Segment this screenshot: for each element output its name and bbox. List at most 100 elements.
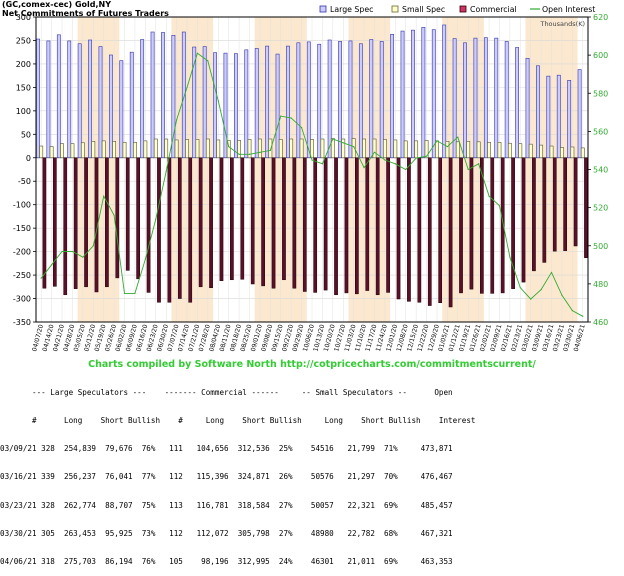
small-spec-bar [351, 138, 356, 159]
large-spec-bar [109, 54, 113, 159]
large-spec-bar [88, 39, 92, 159]
open-interest-point [478, 163, 480, 165]
small-spec-bar [539, 144, 544, 159]
commercial-bar [136, 157, 140, 280]
open-interest-point [259, 151, 261, 153]
large-spec-bar [369, 39, 374, 159]
open-interest-point [582, 315, 584, 317]
open-interest-point [238, 153, 240, 155]
commercial-bar [417, 157, 422, 303]
open-interest-point [269, 149, 271, 152]
open-interest-point [498, 205, 501, 207]
commercial-bar [240, 157, 245, 280]
small-spec-bar [549, 145, 554, 159]
commercial-bar [396, 157, 401, 300]
small-spec-bar [247, 139, 252, 159]
open-interest-point [394, 163, 396, 165]
commercial-bar [261, 157, 265, 287]
open-interest-point [311, 159, 313, 161]
large-spec-bar [317, 43, 322, 159]
open-interest-point [436, 140, 438, 142]
legend: Large Spec Small Spec Commercial Open Inter… [319, 5, 595, 14]
commercial-bar [542, 157, 547, 263]
commercial-bar [532, 157, 536, 272]
month-band [442, 17, 484, 322]
small-spec-bar [133, 141, 137, 159]
large-spec-bar [36, 38, 40, 159]
commercial-bar [573, 157, 578, 247]
large-spec-bar [577, 69, 582, 159]
month-band [171, 17, 214, 322]
large-spec-bar [306, 41, 311, 159]
cot-chart: 300250200150100500-50-100-150-200-250-30… [12, 5, 609, 353]
large-spec-bar [244, 49, 249, 159]
left-tick-label: -250 [13, 271, 31, 280]
open-interest-point [405, 168, 407, 171]
open-interest-point [342, 142, 344, 144]
large-spec-bar [129, 51, 134, 159]
right-tick-label: 620 [593, 13, 608, 22]
commercial-bar [250, 157, 255, 285]
open-interest-point [51, 264, 53, 266]
small-spec-bar [226, 140, 231, 159]
open-interest-point [446, 146, 448, 148]
commercial-bar [63, 157, 68, 296]
open-interest-point [155, 218, 157, 220]
open-interest-point [228, 146, 230, 148]
large-spec-bar [233, 53, 238, 159]
small-spec-bar [185, 139, 189, 159]
open-interest-point [176, 119, 178, 121]
small-spec-bar [268, 138, 273, 159]
commercial-bar [105, 157, 109, 288]
large-spec-bar [46, 40, 51, 159]
small-spec-bar [507, 142, 512, 159]
commercial-bar [490, 157, 495, 294]
large-spec-bar [473, 37, 478, 159]
legend-swatch [391, 5, 399, 13]
commercial-bar [500, 157, 505, 294]
small-spec-bar [528, 143, 533, 159]
open-interest-point [280, 115, 282, 117]
month-band [348, 17, 391, 322]
open-interest-point [92, 245, 94, 247]
large-spec-bar [56, 34, 61, 159]
open-interest-point [290, 117, 292, 119]
open-interest-point [165, 170, 167, 173]
open-interest-point [196, 52, 199, 54]
commercial-bar [198, 157, 203, 288]
small-spec-bar [310, 139, 314, 159]
large-spec-bar [98, 46, 103, 159]
small-spec-bar [320, 138, 325, 159]
small-spec-bar [383, 139, 387, 159]
open-interest-point [571, 309, 573, 312]
commercial-bar [448, 157, 453, 308]
open-interest-point [248, 153, 251, 155]
commercial-bar [302, 157, 307, 292]
large-spec-bar [181, 31, 186, 159]
commercial-bar [188, 157, 193, 303]
right-tick-label: 540 [593, 166, 608, 175]
open-interest-point [530, 298, 532, 300]
large-spec-bar [442, 24, 447, 159]
right-axis-ticks: 620 600 580 560 540 520 500 480 460 [588, 13, 608, 327]
commercial-bar [219, 157, 224, 281]
open-interest-point [561, 294, 563, 296]
large-spec-bar [515, 47, 520, 159]
month-band [77, 17, 120, 322]
right-tick-label: 460 [593, 318, 608, 327]
large-spec-bar [67, 40, 72, 159]
small-spec-bar [101, 140, 106, 159]
commercial-bar [584, 157, 588, 258]
small-spec-bar [258, 138, 262, 159]
open-interest-point [103, 195, 105, 197]
large-spec-bar [348, 40, 353, 159]
small-spec-bar [341, 138, 346, 159]
small-spec-bar [153, 138, 158, 159]
left-tick-label: 300 [16, 13, 31, 22]
left-tick-label: 50 [21, 130, 31, 139]
open-interest-point [113, 214, 115, 216]
large-spec-bar [171, 34, 176, 159]
commercial-bar [386, 157, 390, 293]
small-spec-bar [174, 139, 179, 159]
commercial-bar [146, 157, 151, 293]
